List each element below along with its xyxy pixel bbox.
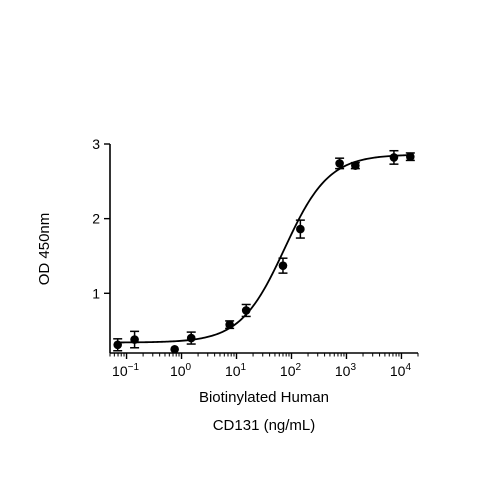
data-point (130, 335, 139, 344)
x-tick-label: 10−1 (112, 362, 139, 379)
x-ticks: 10−1 100 101 102 103 104 (109, 353, 419, 379)
x-tick-exponent: −1 (128, 362, 140, 373)
y-tick-label: 3 (92, 136, 100, 152)
x-axis-label-line1: Biotinylated Human (199, 389, 329, 406)
y-tick-label: 2 (92, 211, 100, 227)
x-axis-label-line2: CD131 (ng/mL) (213, 417, 316, 434)
data-point (296, 224, 305, 234)
y-tick-label: 1 (92, 285, 100, 301)
x-tick-base: 10 (335, 363, 351, 379)
y-axis-label: OD 450nm (36, 213, 53, 286)
data-point (335, 159, 344, 168)
x-tick-base: 10 (280, 363, 296, 379)
x-tick-base: 10 (112, 363, 128, 379)
x-tick-exponent: 3 (350, 362, 356, 373)
data-point (278, 261, 288, 270)
data-point (113, 340, 122, 350)
data-point (186, 333, 196, 343)
plot-area: 123 10−1 100 101 102 103 104 (92, 136, 419, 379)
x-tick-exponent: 4 (405, 362, 411, 373)
x-tick-exponent: 2 (295, 362, 301, 373)
data-point (351, 161, 360, 170)
data-point (406, 152, 415, 161)
x-tick-label: 103 (335, 362, 357, 379)
data-point (170, 344, 179, 354)
x-tick-exponent: 1 (241, 362, 247, 373)
y-ticks: 1 2 3 (92, 136, 110, 301)
x-tick-base: 10 (390, 363, 406, 379)
x-tick-label: 104 (390, 362, 412, 379)
x-tick-exponent: 0 (186, 362, 192, 373)
x-tick-label: 100 (170, 362, 192, 379)
x-tick-label: 102 (280, 362, 302, 379)
data-point (225, 320, 234, 329)
fit-curve (116, 154, 412, 344)
x-tick-base: 10 (170, 363, 186, 379)
data-point (241, 306, 251, 315)
data-point (389, 153, 399, 162)
x-tick-base: 10 (225, 363, 241, 379)
data-points (113, 149, 415, 354)
x-tick-label: 101 (225, 362, 247, 379)
